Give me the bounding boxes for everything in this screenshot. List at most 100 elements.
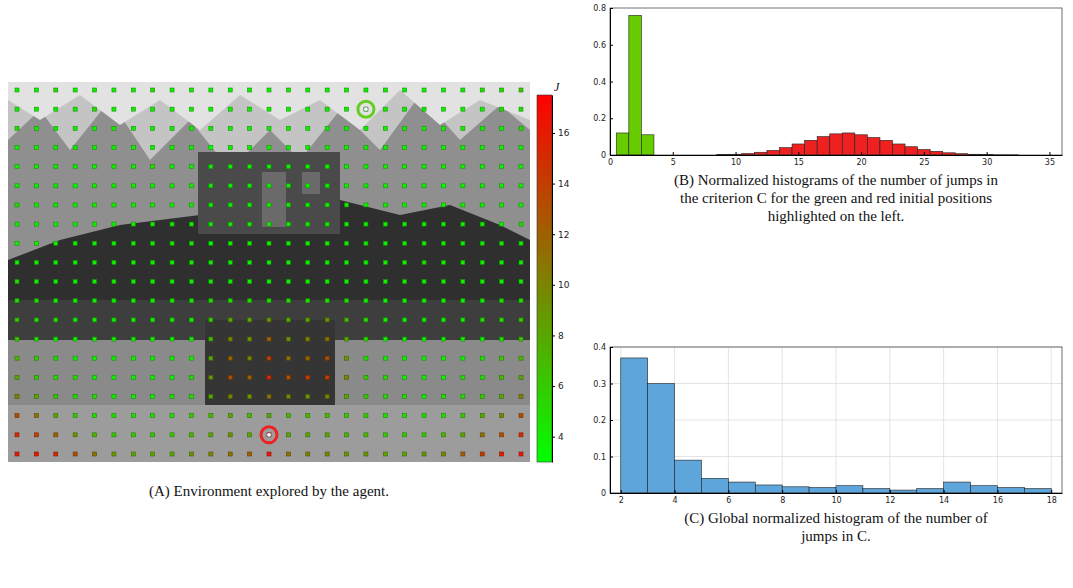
- y-tick-label: 0.1: [593, 453, 606, 462]
- grid-point: [151, 318, 155, 322]
- grid-point: [500, 165, 504, 169]
- colorbar-tick-label: 16: [558, 128, 570, 138]
- x-tick-mark: [890, 490, 891, 493]
- grid-point: [422, 375, 426, 379]
- grid-point: [131, 280, 135, 284]
- grid-point: [403, 318, 407, 322]
- grid-point: [500, 107, 504, 111]
- grid-point: [306, 241, 310, 245]
- grid-point: [500, 395, 504, 399]
- grid-point: [189, 375, 193, 379]
- grid-point: [228, 280, 232, 284]
- x-tick: 25: [919, 152, 929, 167]
- grid-point: [345, 452, 349, 456]
- y-tick-mark: [610, 118, 613, 119]
- x-tick-label: 4: [673, 496, 678, 505]
- x-tick-mark: [1049, 152, 1050, 155]
- grid-point: [500, 299, 504, 303]
- grid-point: [151, 356, 155, 360]
- grid-point: [15, 165, 19, 169]
- sky: [8, 82, 530, 302]
- grid-point: [131, 126, 135, 130]
- x-tick: 20: [857, 152, 867, 167]
- grid-point: [403, 395, 407, 399]
- grid-point: [73, 356, 77, 360]
- grid-point: [189, 395, 193, 399]
- colorbar-tick: 14: [552, 179, 570, 189]
- figure: 46810121416J(A) Environment explored by …: [0, 0, 1073, 588]
- grid-point: [461, 126, 465, 130]
- grid-point: [422, 184, 426, 188]
- y-grid-line: [610, 383, 1062, 384]
- x-tick-label: 18: [1047, 496, 1057, 505]
- x-tick-mark: [675, 490, 676, 493]
- bar: [767, 150, 780, 155]
- grid-point: [383, 260, 387, 264]
- grid-point: [73, 203, 77, 207]
- grid-point: [93, 88, 97, 92]
- grid-point: [325, 126, 329, 130]
- grid-point: [441, 337, 445, 341]
- grid-point: [480, 126, 484, 130]
- x-tick: 2: [619, 490, 624, 505]
- grid-point: [306, 337, 310, 341]
- grid-point: [325, 241, 329, 245]
- grid-point: [267, 203, 271, 207]
- grid-point: [306, 280, 310, 284]
- grid-point: [403, 203, 407, 207]
- grid-point: [286, 356, 290, 360]
- grid-point: [267, 318, 271, 322]
- y-tick: 0: [601, 151, 613, 160]
- grid-point: [228, 356, 232, 360]
- grid-point: [93, 126, 97, 130]
- grid-points: [15, 88, 523, 456]
- colorbar-tick-mark: [552, 133, 555, 134]
- grid-point: [325, 414, 329, 418]
- grid-point: [248, 433, 252, 437]
- grid-point: [189, 145, 193, 149]
- grid-point: [403, 280, 407, 284]
- grid-point: [131, 433, 135, 437]
- grid-point: [151, 165, 155, 169]
- grid-point: [519, 395, 523, 399]
- grid-point: [131, 452, 135, 456]
- grid-point: [228, 222, 232, 226]
- grid-point: [325, 337, 329, 341]
- highlight-center: [267, 433, 271, 437]
- grid-point: [403, 126, 407, 130]
- bar: [629, 15, 642, 155]
- grid-point: [131, 203, 135, 207]
- grid-point: [15, 184, 19, 188]
- grid-point: [34, 88, 38, 92]
- x-axis: 24681012141618: [611, 490, 1063, 505]
- hut: [198, 152, 340, 234]
- grid-point: [519, 203, 523, 207]
- grid-point: [306, 299, 310, 303]
- grid-point: [325, 184, 329, 188]
- grid-point: [189, 184, 193, 188]
- grid-point: [422, 241, 426, 245]
- grid-point: [461, 107, 465, 111]
- grid-point: [228, 88, 232, 92]
- grid-point: [461, 414, 465, 418]
- grid-point: [461, 280, 465, 284]
- grid-point: [441, 356, 445, 360]
- grid-point: [228, 433, 232, 437]
- grid-point: [500, 280, 504, 284]
- grid-point: [345, 184, 349, 188]
- grid-point: [170, 241, 174, 245]
- grid-point: [383, 203, 387, 207]
- bar: [930, 151, 943, 155]
- grid-point: [267, 88, 271, 92]
- grid-point: [480, 184, 484, 188]
- y-tick-label: 0: [601, 489, 606, 498]
- grid-point: [228, 414, 232, 418]
- grid-point: [151, 241, 155, 245]
- grid-point: [73, 299, 77, 303]
- grid-point: [364, 222, 368, 226]
- grid-point: [306, 107, 310, 111]
- grid-point: [93, 433, 97, 437]
- grid-point: [209, 145, 213, 149]
- grid-point: [209, 452, 213, 456]
- grid-point: [306, 452, 310, 456]
